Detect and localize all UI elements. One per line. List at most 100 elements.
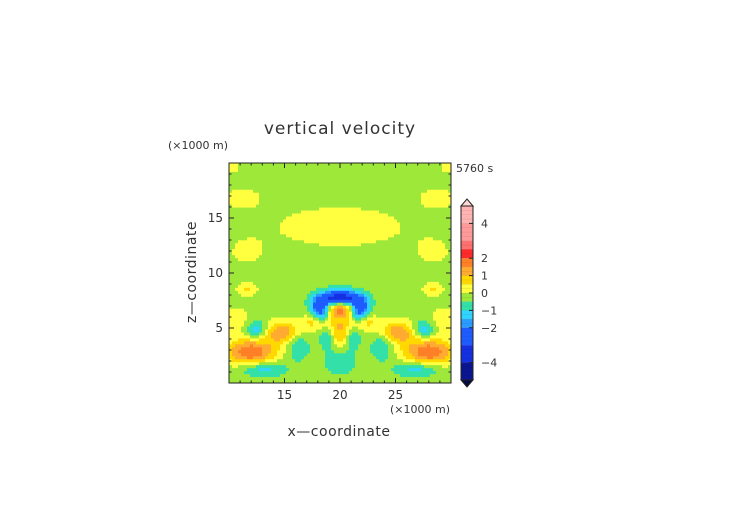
heatmap-cell: [439, 329, 443, 333]
heatmap-cell: [268, 359, 272, 363]
heatmap-cell: [241, 207, 245, 211]
heatmap-cell: [361, 189, 365, 194]
heatmap-cell: [361, 326, 365, 330]
heatmap-cell: [409, 198, 413, 202]
heatmap-cell: [283, 198, 287, 202]
heatmap-cell: [355, 329, 359, 333]
heatmap-cell: [289, 201, 293, 205]
heatmap-cell: [319, 317, 323, 321]
heatmap-cell: [304, 320, 308, 324]
heatmap-cell: [334, 305, 338, 310]
heatmap-cell: [310, 261, 314, 265]
heatmap-cell: [298, 168, 302, 173]
heatmap-cell: [406, 329, 410, 333]
heatmap-cell: [271, 264, 275, 268]
heatmap-cell: [304, 362, 308, 366]
heatmap-cell: [424, 338, 428, 342]
heatmap-cell: [445, 347, 449, 351]
heatmap-cell: [319, 359, 323, 363]
heatmap-cell: [370, 281, 374, 286]
heatmap-cell: [295, 252, 299, 256]
heatmap-cell: [436, 287, 440, 292]
heatmap-cell: [409, 359, 413, 363]
heatmap-cell: [295, 171, 299, 176]
heatmap-cell: [343, 201, 347, 205]
heatmap-cell: [391, 347, 395, 351]
heatmap-cell: [415, 320, 419, 324]
heatmap-cell: [292, 317, 296, 321]
heatmap-cell: [409, 353, 413, 357]
heatmap-cell: [337, 329, 341, 333]
heatmap-cell: [319, 216, 323, 220]
heatmap-cell: [352, 320, 356, 324]
heatmap-cell: [241, 163, 245, 167]
heatmap-cell: [412, 347, 416, 351]
heatmap-cell: [259, 180, 263, 185]
heatmap-cell: [277, 290, 281, 295]
heatmap-cell: [295, 222, 299, 226]
heatmap-cell: [376, 213, 380, 217]
heatmap-cell: [352, 165, 356, 170]
heatmap-cell: [430, 240, 434, 244]
heatmap-cell: [424, 267, 428, 271]
heatmap-cell: [388, 359, 392, 363]
heatmap-cell: [328, 326, 332, 330]
heatmap-cell: [286, 165, 290, 170]
heatmap-cell: [448, 177, 452, 182]
heatmap-cell: [352, 213, 356, 217]
heatmap-cell: [247, 189, 251, 194]
heatmap-cell: [325, 246, 329, 250]
heatmap-cell: [346, 204, 350, 208]
heatmap-cell: [241, 234, 245, 238]
heatmap-cell: [292, 240, 296, 244]
heatmap-cell: [310, 231, 314, 235]
heatmap-cell: [283, 293, 287, 298]
heatmap-cell: [430, 249, 434, 253]
heatmap-cell: [412, 296, 416, 301]
heatmap-cell: [442, 246, 446, 250]
heatmap-cell: [310, 275, 314, 280]
heatmap-cell: [253, 237, 257, 241]
heatmap-cell: [412, 273, 416, 277]
heatmap-cell: [298, 222, 302, 226]
heatmap-cell: [415, 323, 419, 327]
heatmap-cell: [376, 320, 380, 324]
heatmap-cell: [244, 243, 248, 247]
heatmap-cell: [316, 362, 320, 366]
heatmap-cell: [385, 177, 389, 182]
heatmap-cell: [286, 344, 290, 348]
heatmap-cell: [352, 219, 356, 223]
heatmap-cell: [277, 186, 281, 191]
heatmap-cell: [262, 296, 266, 301]
heatmap-cell: [358, 317, 362, 321]
heatmap-cell: [292, 258, 296, 262]
heatmap-cell: [265, 207, 269, 211]
heatmap-cell: [346, 210, 350, 214]
heatmap-cell: [307, 326, 311, 330]
heatmap-cell: [349, 201, 353, 205]
heatmap-cell: [229, 347, 233, 351]
heatmap-cell: [436, 258, 440, 262]
heatmap-cell: [253, 350, 257, 354]
heatmap-cell: [280, 261, 284, 265]
heatmap-cell: [268, 195, 272, 200]
heatmap-cell: [262, 350, 266, 354]
heatmap-cell: [442, 228, 446, 232]
heatmap-cell: [358, 168, 362, 173]
heatmap-cell: [424, 320, 428, 324]
heatmap-cell: [256, 174, 260, 179]
heatmap-cell: [304, 201, 308, 205]
heatmap-cell: [430, 305, 434, 310]
heatmap-cell: [307, 305, 311, 310]
heatmap-cell: [244, 246, 248, 250]
heatmap-cell: [352, 258, 356, 262]
heatmap-cell: [262, 174, 266, 179]
heatmap-cell: [298, 243, 302, 247]
heatmap-cell: [241, 317, 245, 321]
heatmap-cell: [412, 243, 416, 247]
heatmap-cell: [433, 314, 437, 318]
heatmap-cell: [259, 219, 263, 223]
heatmap-cell: [307, 195, 311, 200]
heatmap-cell: [328, 341, 332, 345]
heatmap-cell: [337, 231, 341, 235]
